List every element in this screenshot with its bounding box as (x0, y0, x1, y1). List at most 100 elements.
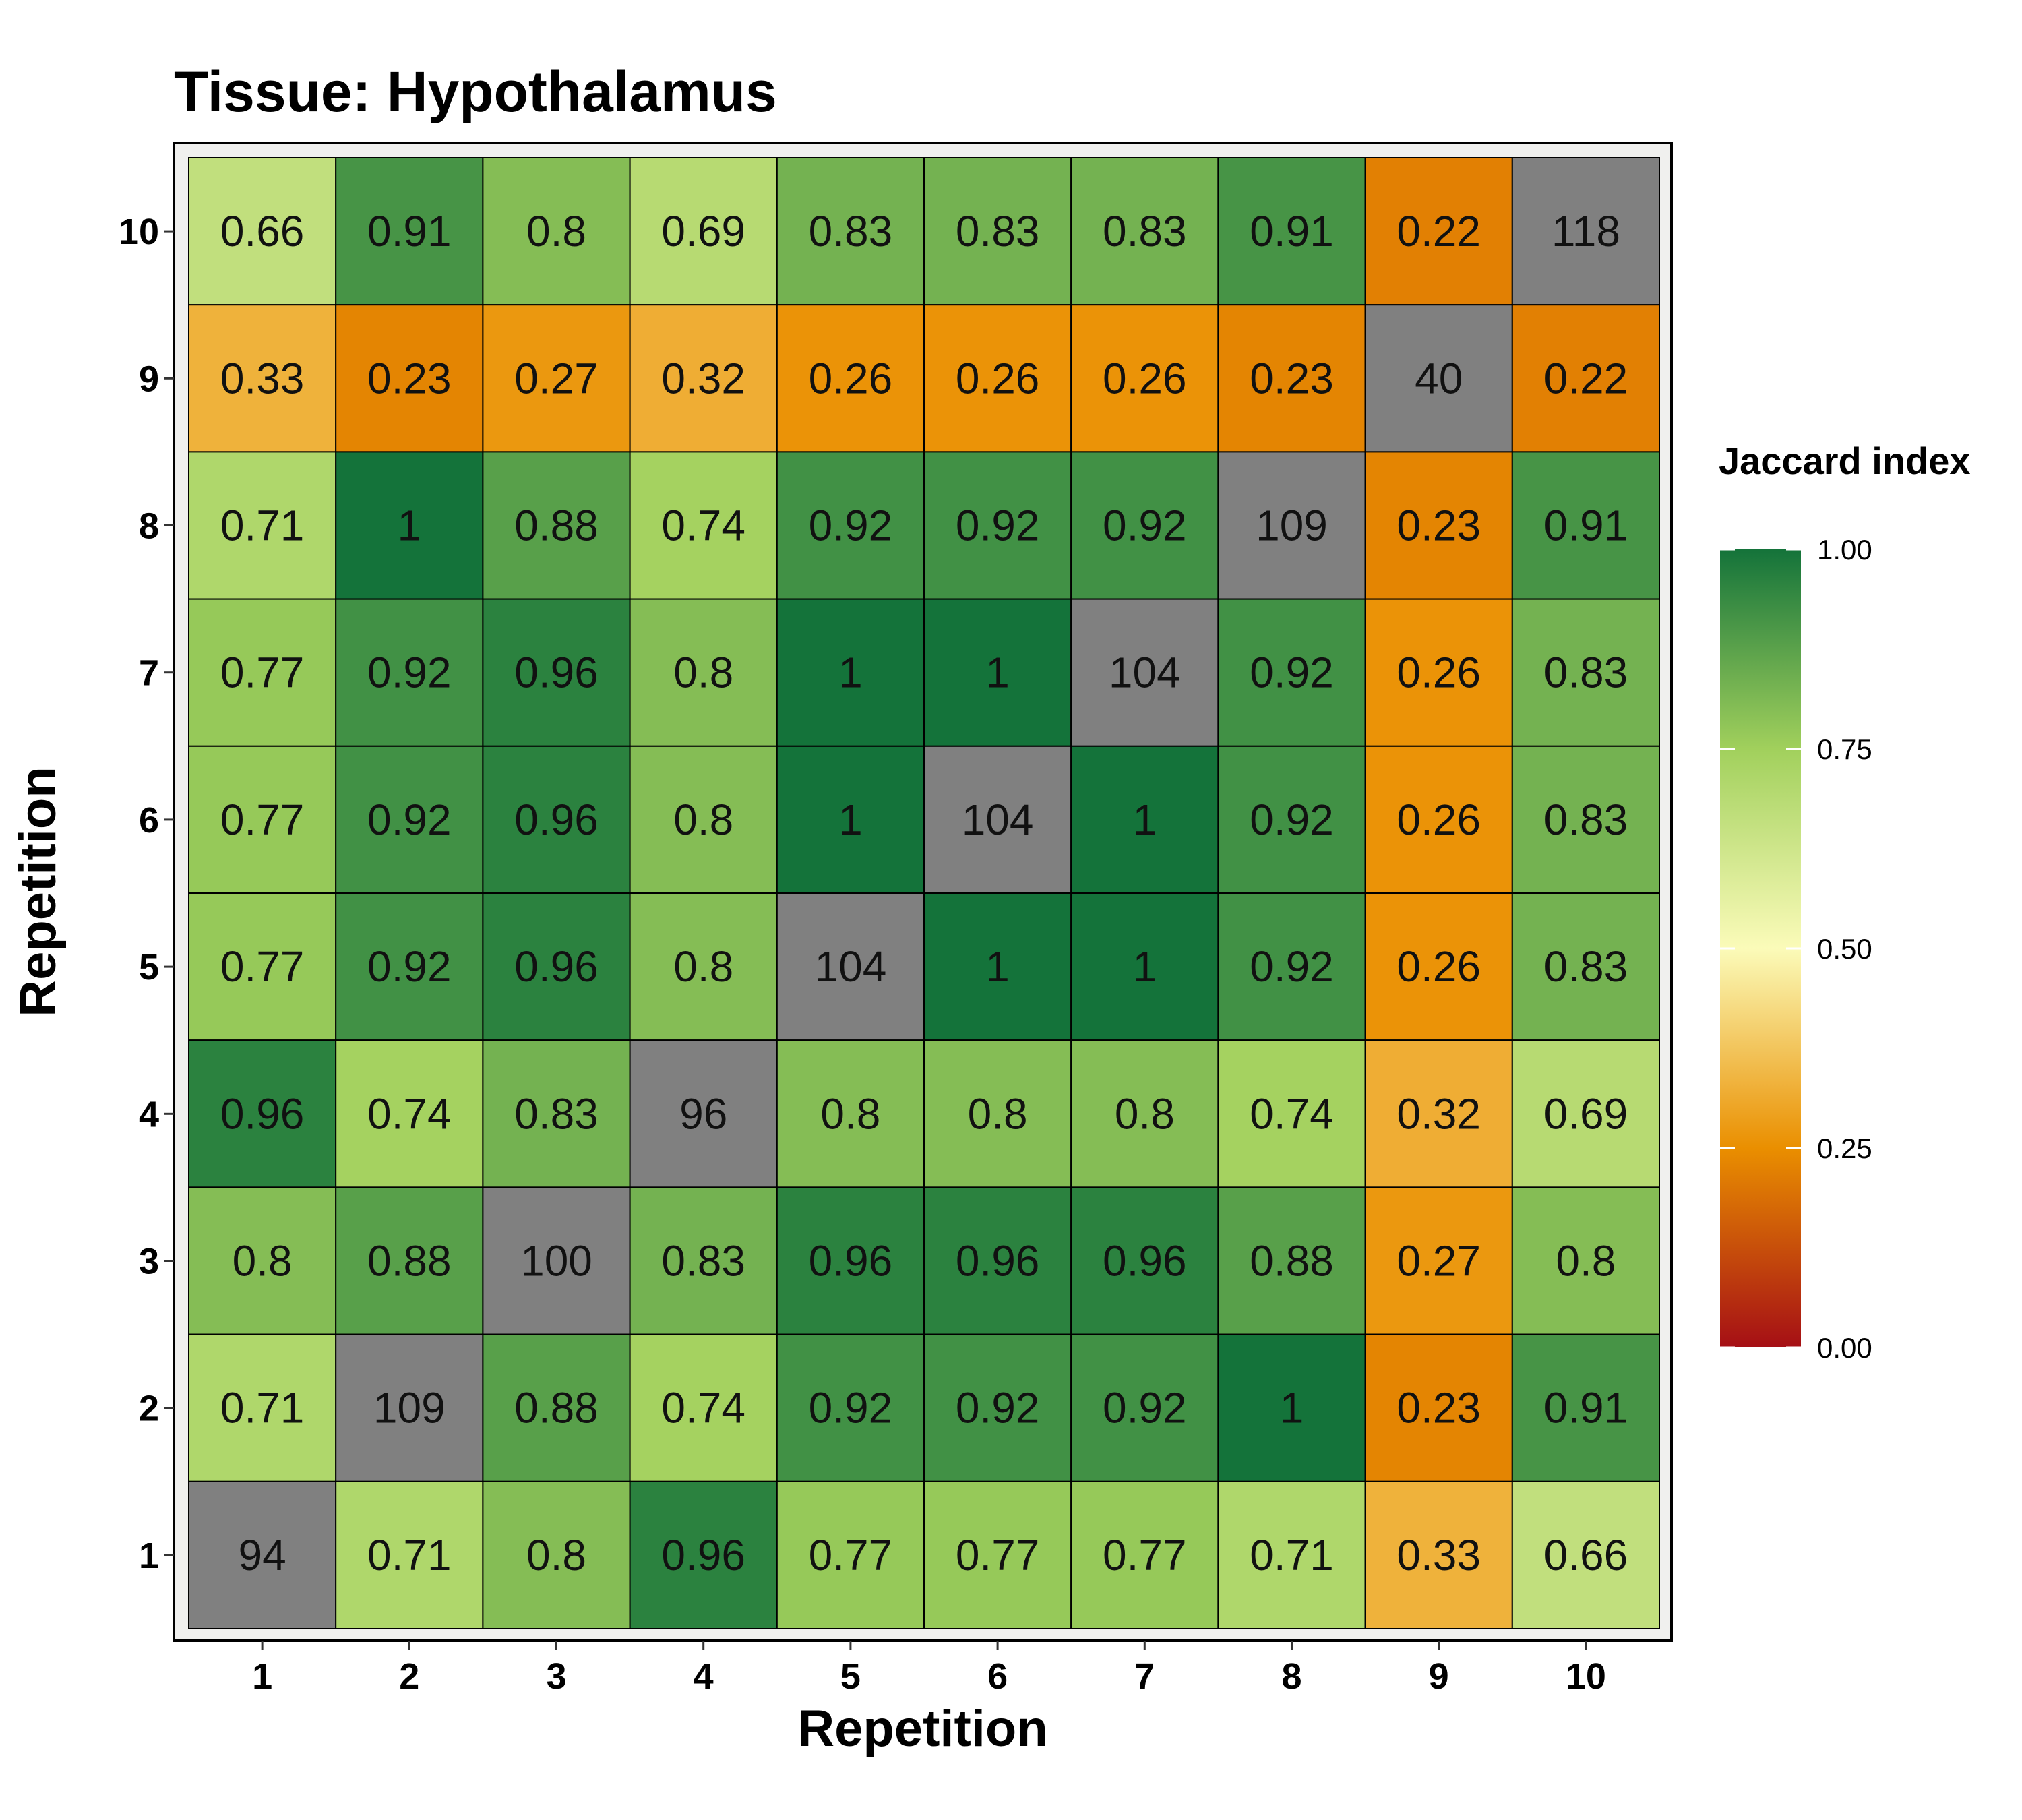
x-tick-label: 7 (1134, 1656, 1155, 1697)
cell-value-label: 0.8 (1556, 1237, 1616, 1285)
cell-value-label: 0.96 (514, 648, 599, 697)
x-tick-label: 4 (694, 1656, 714, 1697)
cell-value-label: 0.96 (514, 942, 599, 991)
heatmap-cell (1070, 1333, 1219, 1482)
y-tick-label: 4 (139, 1094, 159, 1134)
heatmap-cell (482, 892, 631, 1041)
cell-value-label: 0.23 (1397, 502, 1481, 550)
heatmap-cell (1511, 157, 1661, 306)
cell-value-label: 0.26 (956, 354, 1040, 402)
heatmap-cell (1217, 1039, 1366, 1188)
color-legend: Jaccard index 1.00 0.75 0.50 0.25 0.00 (1719, 439, 1971, 1364)
heatmap-cells: 0.66 0.91 0.8 0.69 0.83 0.83 0.83 0.91 0.22 118 0.… (188, 157, 1661, 1630)
y-axis: 10 9 8 7 6 5 4 3 2 1 (119, 212, 174, 1576)
heatmap-cell (1217, 1333, 1366, 1482)
cell-value-label: 0.33 (1397, 1531, 1481, 1579)
x-tick-label: 2 (399, 1656, 419, 1697)
cell-value-label: 0.92 (1103, 1384, 1187, 1432)
heatmap-cell (923, 1333, 1072, 1482)
heatmap-cell (776, 1480, 925, 1630)
cell-value-label: 100 (520, 1237, 592, 1285)
heatmap-cell (1364, 304, 1513, 453)
cell-value-label: 104 (962, 795, 1034, 844)
cell-value-label: 1 (985, 648, 1010, 697)
heatmap-cell (335, 1186, 484, 1335)
heatmap-cell (482, 1186, 631, 1335)
cell-value-label: 0.8 (968, 1089, 1028, 1138)
cell-value-label: 0.23 (1250, 354, 1334, 402)
cell-value-label: 1 (838, 795, 863, 844)
cell-value-label: 0.33 (220, 354, 305, 402)
legend-tick-label: 0.50 (1817, 933, 1872, 965)
cell-value-label: 1 (1280, 1384, 1304, 1432)
heatmap-cell (188, 451, 337, 600)
heatmap-cell (776, 598, 925, 747)
heatmap-cell (482, 1333, 631, 1482)
heatmap-cell (335, 745, 484, 894)
cell-value-label: 0.83 (1544, 648, 1628, 697)
cell-value-label: 0.83 (956, 207, 1040, 255)
heatmap-cell (1217, 1186, 1366, 1335)
cell-value-label: 0.27 (514, 354, 599, 402)
heatmap-cell (629, 598, 778, 747)
x-tick-label: 6 (987, 1656, 1008, 1697)
cell-value-label: 0.88 (1250, 1237, 1334, 1285)
x-tick-label: 5 (840, 1656, 861, 1697)
heatmap-cell (923, 1186, 1072, 1335)
heatmap-cell (1364, 598, 1513, 747)
heatmap-cell (335, 157, 484, 306)
heatmap-cell (188, 1333, 337, 1482)
cell-value-label: 0.92 (1250, 795, 1334, 844)
cell-value-label: 0.91 (367, 207, 452, 255)
heatmap-cell (188, 304, 337, 453)
heatmap-cell (776, 745, 925, 894)
heatmap-cell (1070, 1039, 1219, 1188)
cell-value-label: 0.96 (809, 1237, 893, 1285)
cell-value-label: 0.26 (809, 354, 893, 402)
cell-value-label: 0.27 (1397, 1237, 1481, 1285)
legend-title: Jaccard index (1719, 439, 1971, 482)
cell-value-label: 0.77 (220, 795, 305, 844)
cell-value-label: 40 (1415, 354, 1463, 402)
heatmap-cell (629, 745, 778, 894)
heatmap-cell (923, 598, 1072, 747)
heatmap-cell (629, 892, 778, 1041)
cell-value-label: 0.26 (1397, 942, 1481, 991)
heatmap-cell (1511, 1186, 1661, 1335)
y-tick-label: 10 (119, 212, 159, 252)
cell-value-label: 0.92 (956, 502, 1040, 550)
heatmap-cell (1364, 1480, 1513, 1630)
legend-tick-label: 1.00 (1817, 534, 1872, 566)
cell-value-label: 0.83 (661, 1237, 745, 1285)
heatmap-cell (482, 304, 631, 453)
cell-value-label: 0.69 (1544, 1089, 1628, 1138)
cell-value-label: 0.8 (820, 1089, 880, 1138)
cell-value-label: 104 (815, 942, 887, 991)
cell-value-label: 0.26 (1397, 795, 1481, 844)
heatmap-cell (1511, 1039, 1661, 1188)
cell-value-label: 1 (985, 942, 1010, 991)
cell-value-label: 0.88 (514, 1384, 599, 1432)
cell-value-label: 0.88 (367, 1237, 452, 1285)
heatmap-cell (1511, 745, 1661, 894)
cell-value-label: 0.83 (1544, 795, 1628, 844)
cell-value-label: 0.91 (1544, 502, 1628, 550)
cell-value-label: 0.26 (1397, 648, 1481, 697)
heatmap-cell (923, 304, 1072, 453)
cell-value-label: 1 (1133, 795, 1157, 844)
heatmap-cell (776, 157, 925, 306)
heatmap-cell (335, 451, 484, 600)
cell-value-label: 0.96 (1103, 1237, 1187, 1285)
cell-value-label: 0.92 (956, 1384, 1040, 1432)
heatmap-cell (1070, 1480, 1219, 1630)
heatmap-cell (1511, 451, 1661, 600)
cell-value-label: 0.71 (367, 1531, 452, 1579)
cell-value-label: 0.83 (1544, 942, 1628, 991)
heatmap-cell (1511, 892, 1661, 1041)
heatmap-cell (1217, 745, 1366, 894)
heatmap-cell (629, 1333, 778, 1482)
cell-value-label: 109 (373, 1384, 446, 1432)
cell-value-label: 109 (1256, 502, 1328, 550)
cell-value-label: 0.77 (809, 1531, 893, 1579)
